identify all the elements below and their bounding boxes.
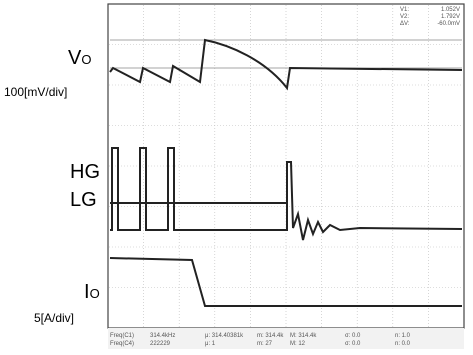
readout-value: -60.0mV	[437, 21, 460, 27]
vo-label: VO	[68, 47, 91, 69]
measurements: Freq(C1) 314.4kHz μ: 314.40381k m: 314.4k M:…	[110, 333, 411, 347]
measurement: M: 12	[290, 341, 306, 347]
measurement: μ: 1	[205, 341, 216, 347]
readout-value: 1.052V	[441, 7, 460, 13]
measurement: n: 0.0	[395, 341, 411, 347]
io-scale: 5[A/div]	[34, 311, 74, 325]
measurement: M: 314.4k	[290, 333, 317, 339]
waveforms	[109, 38, 463, 307]
io-label: IO	[84, 281, 100, 303]
lg-label: LG	[70, 189, 97, 211]
readout-value: 1.792V	[441, 14, 460, 20]
vo-trace	[109, 38, 463, 91]
measurement: 314.4kHz	[150, 333, 175, 339]
hg-label: HG	[70, 161, 100, 183]
measurement-strip	[108, 328, 464, 349]
side-labels: VO 100[mV/div] HG LG IO 5[A/div]	[4, 47, 100, 325]
measurement: μ: 314.40381k	[205, 333, 244, 339]
readout-name: ΔV:	[400, 21, 410, 27]
vo-scale: 100[mV/div]	[4, 85, 67, 99]
measurement: n: 1.0	[395, 333, 411, 339]
readout-name: V1:	[400, 7, 409, 13]
measurement: m: 27	[257, 341, 273, 347]
measurement: Freq(C4)	[110, 341, 134, 347]
hg-trace	[110, 147, 463, 241]
measurement: 222229	[150, 341, 171, 347]
measurement: σ: 0.0	[345, 341, 361, 347]
cursor-readout: V1: 1.052V V2: 1.792V ΔV: -60.0mV	[400, 7, 460, 27]
measurement: σ: 0.0	[345, 333, 361, 339]
readout-name: V2:	[400, 14, 409, 20]
measurement: Freq(C1)	[110, 333, 134, 339]
measurement: m: 314.4k	[257, 333, 284, 339]
io-trace	[109, 257, 462, 307]
